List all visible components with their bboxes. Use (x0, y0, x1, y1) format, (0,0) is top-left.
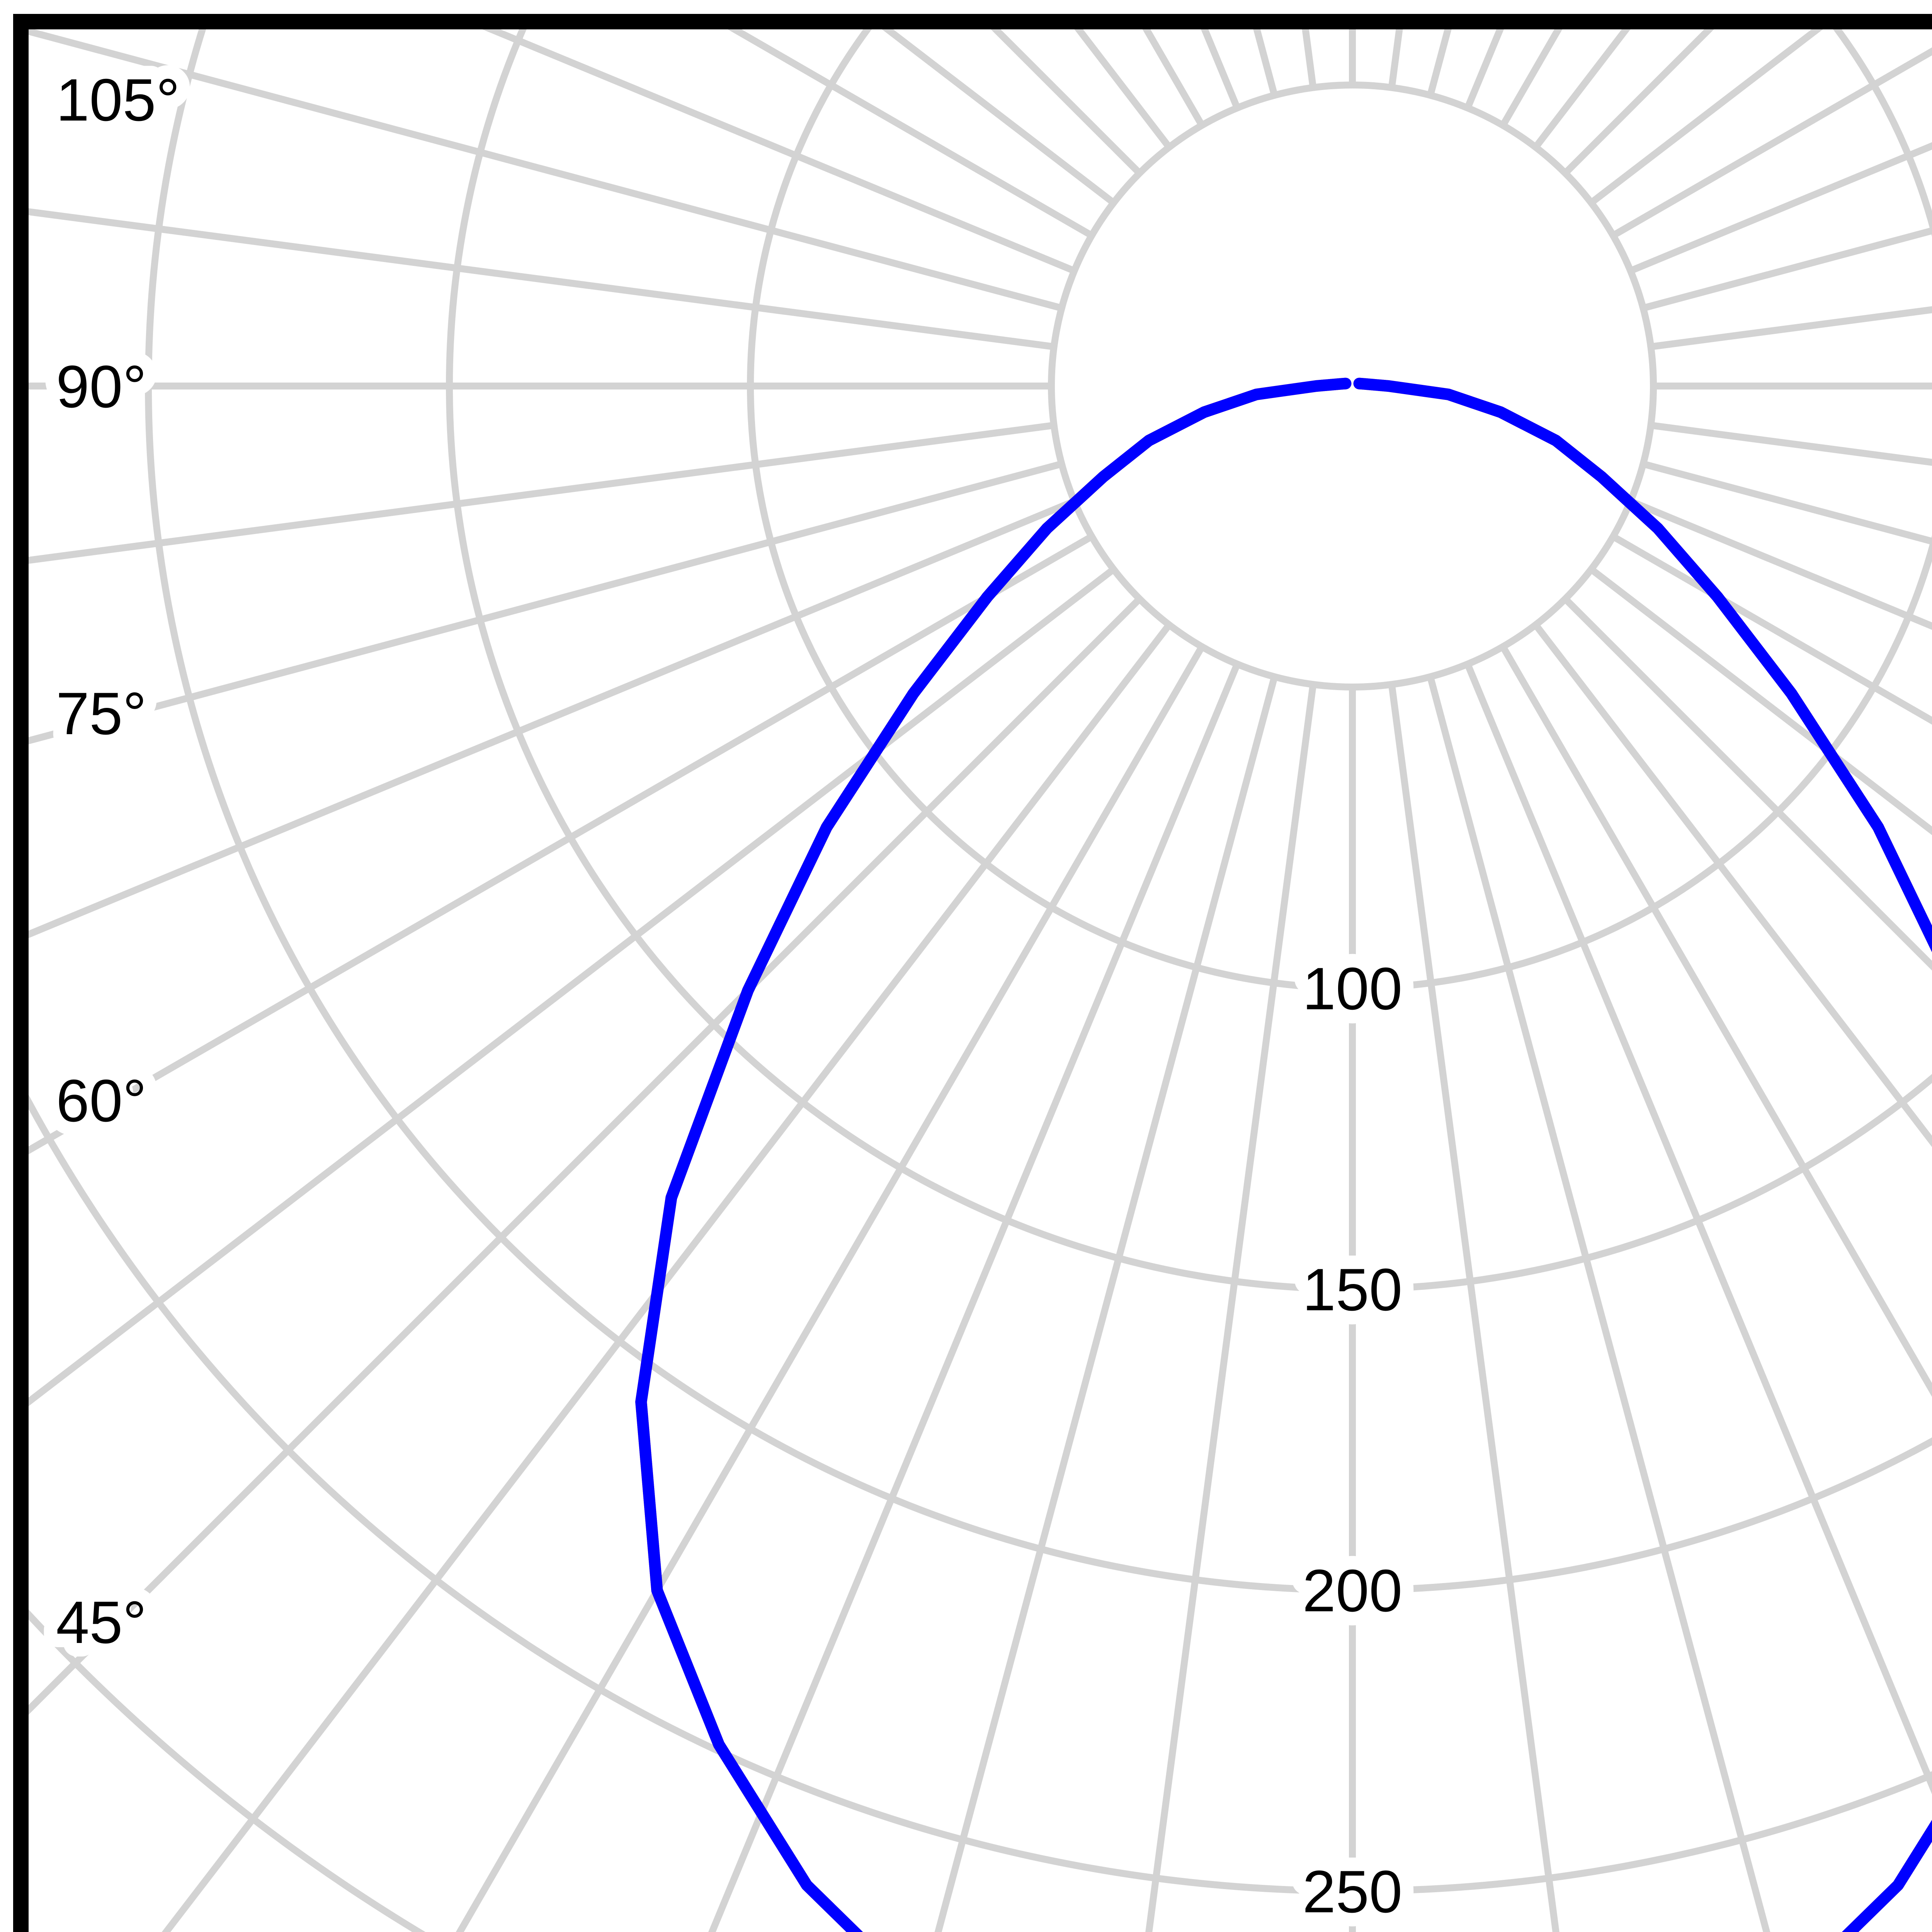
ring-label-250: 250 (1303, 1858, 1403, 1925)
ring-label-200: 200 (1303, 1557, 1403, 1624)
ring-label-150: 150 (1303, 1256, 1403, 1323)
grid-ring-50 (1048, 82, 1657, 690)
grid-spoke-345 (934, 676, 1278, 1932)
grid-spoke-307.5 (29, 566, 1116, 1406)
grid-spoke-330 (456, 645, 1205, 1932)
grid-spoke-75 (1642, 460, 1932, 545)
grid-spoke-337.5 (708, 663, 1241, 1932)
grid-spoke-45 (1563, 596, 1932, 971)
grid-spoke-247.5 (482, 29, 1076, 274)
angle-label-left-45: 45° (56, 1589, 146, 1656)
angle-label-left-105: 105° (56, 66, 180, 133)
curve-c90-c270 (635, 378, 1932, 1932)
grid-ring-150 (446, 29, 1932, 1293)
grid-spoke-285 (29, 460, 1063, 745)
grid-spoke-37.5 (1533, 622, 1932, 1147)
grid-spoke-22.5 (1464, 663, 1932, 1794)
grid-spoke-30 (1500, 645, 1932, 1397)
axis-labels: 100150200250105°105°90°90°75°75°60°60°45… (43, 53, 1416, 1932)
grid-spoke-352.5 (1145, 684, 1317, 1932)
grid-spoke-322.5 (162, 622, 1172, 1932)
grid-spoke-292.5 (29, 498, 1076, 938)
ring-label-100: 100 (1303, 955, 1403, 1022)
grid-spoke-52.5 (1589, 566, 1932, 835)
grid-spoke-255 (29, 29, 1063, 312)
angle-label-left-75: 75° (56, 680, 146, 747)
grid-spoke-315 (29, 596, 1142, 1715)
grid-spoke-120 (1611, 47, 1932, 239)
intensity-curves (635, 378, 1932, 1932)
angle-label-left-60: 60° (56, 1067, 146, 1134)
grid-spoke-105 (1642, 227, 1932, 312)
grid-spoke-277.5 (29, 422, 1054, 564)
grid-spoke-262.5 (29, 208, 1054, 350)
plot-border (13, 14, 1932, 1932)
grid-spoke-15 (1427, 676, 1770, 1932)
grid-spoke-300 (29, 533, 1094, 1155)
angle-label-left-90: 90° (56, 353, 146, 420)
grid-spoke-7.5 (1388, 684, 1560, 1932)
